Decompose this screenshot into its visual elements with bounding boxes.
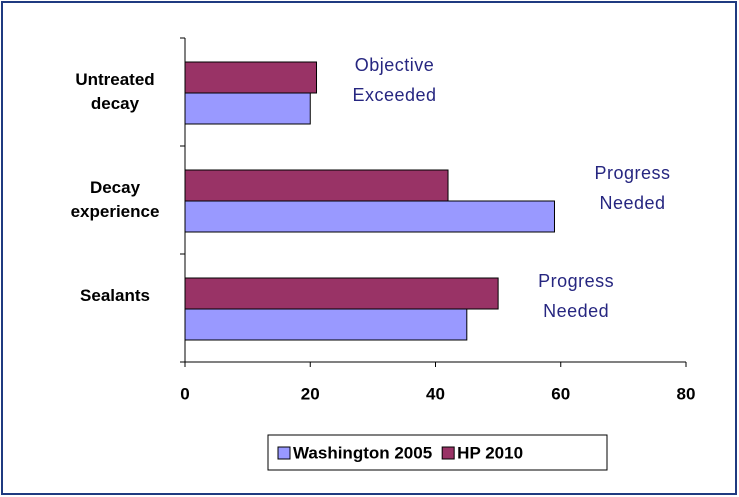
bar xyxy=(184,61,318,94)
x-tick-label: 40 xyxy=(426,384,445,403)
x-tick-label: 60 xyxy=(551,384,570,403)
legend-swatch xyxy=(277,446,291,460)
legend-label: HP 2010 xyxy=(457,443,523,462)
bar xyxy=(184,200,555,233)
bar xyxy=(184,308,468,341)
y-tick-label: Sealants xyxy=(80,286,150,305)
legend-box xyxy=(267,434,608,471)
x-tick-label: 0 xyxy=(180,384,189,403)
bar xyxy=(184,92,311,125)
y-tick-label: Untreated decay xyxy=(75,70,155,113)
bar xyxy=(184,169,449,202)
bar xyxy=(184,277,499,310)
legend-swatch xyxy=(441,446,455,460)
x-tick-label: 80 xyxy=(677,384,696,403)
annotation: Objective Exceeded xyxy=(352,55,437,105)
annotation: Progress Needed xyxy=(538,271,615,321)
y-tick-label: Decay experience xyxy=(70,178,160,221)
annotation: Progress Needed xyxy=(594,163,671,213)
legend-label: Washington 2005 xyxy=(293,443,432,462)
x-tick-label: 20 xyxy=(301,384,320,403)
